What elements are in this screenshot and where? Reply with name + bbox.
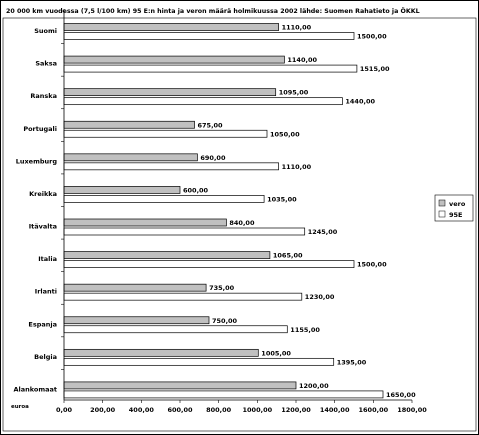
- data-label: 1500,00: [357, 261, 387, 269]
- data-label: 1440,00: [345, 98, 375, 106]
- bar-95e: [63, 32, 355, 40]
- x-tick-label: 1200,00: [281, 406, 311, 414]
- bar-95e: [63, 390, 384, 399]
- data-label: 840,00: [229, 219, 255, 227]
- data-label: 1515,00: [360, 65, 390, 73]
- category-label: Saksa: [35, 60, 57, 68]
- bar-vero: [63, 348, 259, 357]
- x-tick-label: 0,00: [56, 406, 73, 414]
- x-tick-label: 1800,00: [397, 406, 427, 414]
- data-label: 735,00: [209, 284, 235, 292]
- category-label: Italia: [38, 255, 57, 263]
- data-label: 1200,00: [299, 382, 329, 390]
- bar-95e: [63, 195, 265, 203]
- data-label: 1065,00: [273, 252, 303, 260]
- category-label: Luxemburg: [16, 157, 58, 165]
- x-tick-label: 800,00: [206, 406, 232, 414]
- category-label: Itävalta: [29, 223, 57, 231]
- legend-swatch-vero: [438, 199, 446, 207]
- legend-swatch-95e: [438, 210, 446, 218]
- data-label: 690,00: [200, 154, 226, 162]
- legend-label-95e: 95E: [449, 211, 463, 219]
- data-label: 1110,00: [282, 24, 312, 32]
- bar-vero: [63, 316, 210, 325]
- bar-vero: [63, 218, 227, 227]
- data-label: 1500,00: [357, 33, 387, 41]
- bar-95e: [63, 357, 335, 366]
- data-label: 1155,00: [290, 326, 320, 334]
- bar-vero: [63, 153, 198, 162]
- legend-label-vero: vero: [449, 200, 466, 208]
- x-tick-label: 400,00: [129, 406, 155, 414]
- category-label: Irlanti: [35, 288, 57, 296]
- category-label: Alankomaat: [13, 385, 57, 393]
- bar-vero: [63, 120, 195, 129]
- bar-95e: [63, 292, 303, 301]
- data-label: 1050,00: [270, 130, 300, 138]
- data-label: 1095,00: [279, 89, 309, 97]
- data-label: 1230,00: [305, 293, 335, 301]
- bar-95e: [63, 64, 358, 73]
- data-label: 1650,00: [386, 391, 416, 399]
- bar-vero: [63, 55, 285, 64]
- bar-95e: [63, 227, 306, 236]
- plot-area-border: [2, 17, 477, 432]
- category-label: Espanja: [28, 320, 57, 328]
- category-label: Ranska: [30, 92, 57, 100]
- x-tick-label: 1400,00: [320, 406, 350, 414]
- x-unit-label: euroa: [11, 404, 29, 410]
- x-tick-label: 1000,00: [243, 406, 273, 414]
- bar-95e: [63, 162, 279, 171]
- bar-95e: [63, 260, 355, 268]
- data-label: 1395,00: [337, 358, 367, 366]
- bar-vero: [63, 251, 271, 259]
- bar-95e: [63, 129, 268, 138]
- legend: vero 95E: [434, 194, 474, 222]
- x-tick-label: 600,00: [167, 406, 193, 414]
- data-label: 675,00: [198, 121, 224, 129]
- bar-95e: [63, 97, 343, 106]
- data-label: 1035,00: [267, 195, 297, 203]
- axes-layer: Suomi Saksa Ranska Portugali Luxemburg Kreikk…: [13, 9, 427, 414]
- bar-vero: [63, 381, 297, 390]
- category-label: Portugali: [23, 125, 57, 133]
- data-label: 1245,00: [308, 228, 338, 236]
- data-label: 600,00: [183, 186, 209, 194]
- x-tick-label: 1600,00: [359, 406, 389, 414]
- category-label: Suomi: [34, 27, 57, 35]
- bars-layer: 1110,00 1500,00 1140,00 1515,00 1095,00 1440,…: [63, 23, 416, 399]
- bar-95e: [63, 325, 288, 334]
- data-label: 750,00: [212, 317, 238, 325]
- x-tick-label: 200,00: [90, 406, 116, 414]
- chart-title: 20 000 km vuodessa (7,5 l/100 km) 95 E:n…: [6, 6, 420, 15]
- bar-vero: [63, 283, 207, 292]
- data-label: 1110,00: [282, 163, 312, 171]
- bar-vero: [63, 186, 181, 194]
- data-label: 1140,00: [287, 56, 317, 64]
- bar-vero: [63, 23, 279, 31]
- data-label: 1005,00: [261, 349, 291, 357]
- bar-vero: [63, 88, 277, 97]
- category-label: Kreikka: [29, 190, 57, 198]
- category-label: Belgia: [34, 353, 57, 361]
